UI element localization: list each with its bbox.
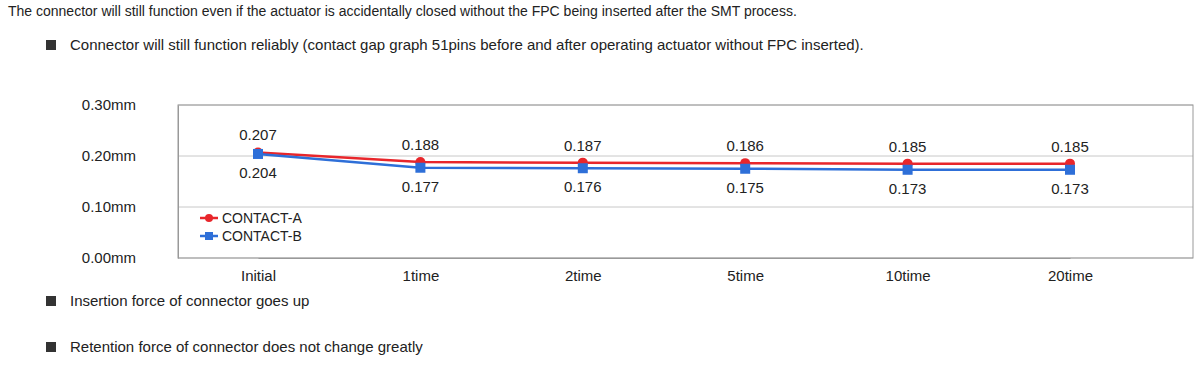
bullet-text: Insertion force of connector goes up: [70, 292, 309, 309]
x-axis: Initial 1time 2time 5time 10time 20time: [241, 258, 1093, 284]
data-labels: 0.207 0.188 0.187 0.186 0.185 0.185 0.204 0.177…: [239, 126, 1089, 196]
legend: CONTACT-A CONTACT-B: [200, 210, 303, 244]
bullet-square: [46, 296, 56, 306]
y-axis-line: [178, 106, 179, 259]
grid-line: [178, 207, 1193, 208]
data-label: 0.173: [889, 180, 927, 197]
x-tick: 10time: [886, 258, 931, 284]
data-label: 0.175: [726, 179, 764, 196]
page: The connector will still function even i…: [0, 0, 1200, 392]
legend-marker: [205, 214, 213, 222]
x-tick: Initial: [241, 258, 276, 284]
data-label: 0.188: [402, 136, 440, 153]
x-tick: 2time: [565, 258, 602, 284]
legend-marker: [205, 232, 213, 240]
marker-square: [415, 163, 425, 173]
y-tick: 0.20mm: [82, 147, 178, 164]
x-tick-label: 5time: [727, 267, 764, 284]
y-axis: 0.00mm 0.10mm 0.20mm 0.30mm: [82, 96, 179, 266]
legend-label: CONTACT-A: [222, 210, 303, 226]
bullet-text: Retention force of connector does not ch…: [70, 338, 423, 355]
marker-square: [253, 149, 263, 159]
data-label: 0.204: [239, 164, 277, 181]
x-tick-label: 1time: [403, 267, 440, 284]
series-line: [258, 152, 1070, 163]
y-tick: 0.10mm: [82, 198, 178, 215]
data-label: 0.207: [239, 126, 277, 143]
marker-square: [1065, 165, 1075, 175]
marker-square: [903, 165, 913, 175]
data-label: 0.173: [1051, 180, 1089, 197]
x-tick-label: 10time: [886, 267, 931, 284]
data-label: 0.177: [402, 178, 440, 195]
marker-square: [740, 164, 750, 174]
data-label: 0.186: [726, 137, 764, 154]
bullet-text: Connector will still function reliably (…: [70, 36, 864, 53]
legend-label: CONTACT-B: [222, 228, 302, 244]
x-tick-label: Initial: [241, 267, 276, 284]
y-tick: 0.00mm: [82, 249, 178, 266]
y-tick-label: 0.10mm: [82, 198, 136, 215]
plot-frame: [178, 105, 1193, 258]
data-label: 0.187: [564, 137, 602, 154]
x-tick-label: 20time: [1048, 267, 1093, 284]
x-tick: 20time: [1048, 258, 1093, 284]
series-line: [258, 154, 1070, 170]
x-tick: 1time: [403, 258, 440, 284]
y-tick-label: 0.20mm: [82, 147, 136, 164]
y-tick-label: 0.00mm: [82, 249, 136, 266]
bullet-square: [46, 40, 56, 50]
x-tick-label: 2time: [565, 267, 602, 284]
data-label: 0.185: [1051, 138, 1089, 155]
x-tick: 5time: [727, 258, 764, 284]
series-layer: [253, 147, 1075, 174]
bullet-square: [46, 342, 56, 352]
x-axis-line: [259, 258, 1071, 259]
data-label: 0.185: [889, 138, 927, 155]
y-tick-label: 0.30mm: [82, 96, 136, 113]
marker-square: [578, 163, 588, 173]
data-label: 0.176: [564, 178, 602, 195]
grid: [178, 105, 1193, 258]
heading: The connector will still function even i…: [8, 3, 797, 19]
y-tick: 0.30mm: [82, 96, 178, 113]
